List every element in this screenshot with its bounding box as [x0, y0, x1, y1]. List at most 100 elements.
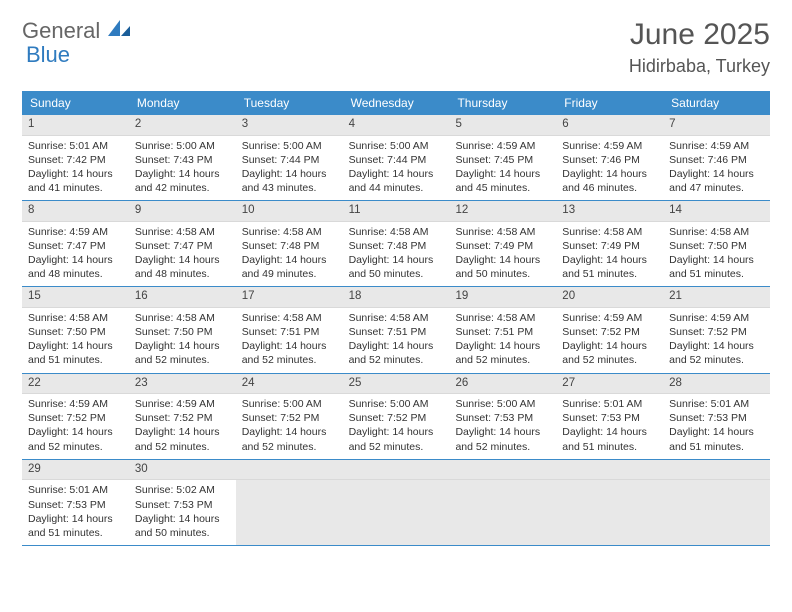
sunset-line: Sunset: 7:44 PM — [242, 153, 337, 167]
day-cell: 16Sunrise: 4:58 AMSunset: 7:50 PMDayligh… — [129, 287, 236, 372]
sunset-line: Sunset: 7:48 PM — [242, 239, 337, 253]
day-cell — [449, 460, 556, 545]
day-cell: 24Sunrise: 5:00 AMSunset: 7:52 PMDayligh… — [236, 374, 343, 459]
day-body: Sunrise: 4:58 AMSunset: 7:50 PMDaylight:… — [129, 308, 236, 373]
sunset-line: Sunset: 7:53 PM — [135, 498, 230, 512]
daylight-line: Daylight: 14 hours and 51 minutes. — [669, 425, 764, 453]
sunset-line: Sunset: 7:44 PM — [349, 153, 444, 167]
day-number: 2 — [129, 115, 236, 136]
day-number-bar-empty — [663, 460, 770, 481]
day-body: Sunrise: 4:58 AMSunset: 7:50 PMDaylight:… — [663, 222, 770, 287]
sunset-line: Sunset: 7:52 PM — [28, 411, 123, 425]
day-header-thu: Thursday — [449, 91, 556, 115]
sunset-line: Sunset: 7:53 PM — [455, 411, 550, 425]
sunset-line: Sunset: 7:50 PM — [135, 325, 230, 339]
sunrise-line: Sunrise: 5:00 AM — [455, 397, 550, 411]
sunrise-line: Sunrise: 4:58 AM — [135, 225, 230, 239]
sunrise-line: Sunrise: 4:58 AM — [242, 311, 337, 325]
daylight-line: Daylight: 14 hours and 46 minutes. — [562, 167, 657, 195]
day-body: Sunrise: 5:00 AMSunset: 7:44 PMDaylight:… — [236, 136, 343, 201]
daylight-line: Daylight: 14 hours and 52 minutes. — [669, 339, 764, 367]
sunset-line: Sunset: 7:50 PM — [669, 239, 764, 253]
day-body: Sunrise: 5:01 AMSunset: 7:53 PMDaylight:… — [22, 480, 129, 545]
daylight-line: Daylight: 14 hours and 48 minutes. — [28, 253, 123, 281]
day-cell — [556, 460, 663, 545]
sunrise-line: Sunrise: 5:01 AM — [669, 397, 764, 411]
day-cell: 29Sunrise: 5:01 AMSunset: 7:53 PMDayligh… — [22, 460, 129, 545]
day-cell — [343, 460, 450, 545]
day-number: 5 — [449, 115, 556, 136]
day-cell: 1Sunrise: 5:01 AMSunset: 7:42 PMDaylight… — [22, 115, 129, 200]
sunset-line: Sunset: 7:52 PM — [242, 411, 337, 425]
logo-text-general: General — [22, 18, 100, 44]
day-cell: 26Sunrise: 5:00 AMSunset: 7:53 PMDayligh… — [449, 374, 556, 459]
day-number: 25 — [343, 374, 450, 395]
day-number: 27 — [556, 374, 663, 395]
daylight-line: Daylight: 14 hours and 41 minutes. — [28, 167, 123, 195]
sunrise-line: Sunrise: 5:00 AM — [349, 139, 444, 153]
day-header-mon: Monday — [129, 91, 236, 115]
day-body: Sunrise: 4:59 AMSunset: 7:47 PMDaylight:… — [22, 222, 129, 287]
daylight-line: Daylight: 14 hours and 51 minutes. — [28, 339, 123, 367]
sunrise-line: Sunrise: 4:58 AM — [349, 225, 444, 239]
sunset-line: Sunset: 7:45 PM — [455, 153, 550, 167]
day-header-wed: Wednesday — [343, 91, 450, 115]
day-number: 26 — [449, 374, 556, 395]
sunset-line: Sunset: 7:52 PM — [562, 325, 657, 339]
daylight-line: Daylight: 14 hours and 52 minutes. — [28, 425, 123, 453]
sunset-line: Sunset: 7:46 PM — [562, 153, 657, 167]
day-body: Sunrise: 4:59 AMSunset: 7:52 PMDaylight:… — [129, 394, 236, 459]
calendar: Sunday Monday Tuesday Wednesday Thursday… — [22, 91, 770, 546]
daylight-line: Daylight: 14 hours and 51 minutes. — [669, 253, 764, 281]
daylight-line: Daylight: 14 hours and 52 minutes. — [135, 339, 230, 367]
sunrise-line: Sunrise: 5:00 AM — [349, 397, 444, 411]
sunrise-line: Sunrise: 4:59 AM — [669, 139, 764, 153]
sunrise-line: Sunrise: 5:00 AM — [242, 139, 337, 153]
day-cell: 14Sunrise: 4:58 AMSunset: 7:50 PMDayligh… — [663, 201, 770, 286]
sunset-line: Sunset: 7:53 PM — [562, 411, 657, 425]
day-number: 20 — [556, 287, 663, 308]
day-header-sat: Saturday — [663, 91, 770, 115]
day-number: 16 — [129, 287, 236, 308]
sunrise-line: Sunrise: 4:59 AM — [28, 225, 123, 239]
daylight-line: Daylight: 14 hours and 49 minutes. — [242, 253, 337, 281]
day-body: Sunrise: 5:02 AMSunset: 7:53 PMDaylight:… — [129, 480, 236, 545]
sunset-line: Sunset: 7:47 PM — [28, 239, 123, 253]
day-body: Sunrise: 4:58 AMSunset: 7:51 PMDaylight:… — [236, 308, 343, 373]
day-number: 30 — [129, 460, 236, 481]
sunset-line: Sunset: 7:43 PM — [135, 153, 230, 167]
day-number: 12 — [449, 201, 556, 222]
sunrise-line: Sunrise: 4:59 AM — [562, 311, 657, 325]
day-cell: 5Sunrise: 4:59 AMSunset: 7:45 PMDaylight… — [449, 115, 556, 200]
sunset-line: Sunset: 7:51 PM — [455, 325, 550, 339]
sunset-line: Sunset: 7:47 PM — [135, 239, 230, 253]
day-cell: 4Sunrise: 5:00 AMSunset: 7:44 PMDaylight… — [343, 115, 450, 200]
daylight-line: Daylight: 14 hours and 52 minutes. — [562, 339, 657, 367]
sunset-line: Sunset: 7:51 PM — [349, 325, 444, 339]
daylight-line: Daylight: 14 hours and 51 minutes. — [28, 512, 123, 540]
day-cell: 28Sunrise: 5:01 AMSunset: 7:53 PMDayligh… — [663, 374, 770, 459]
day-cell: 3Sunrise: 5:00 AMSunset: 7:44 PMDaylight… — [236, 115, 343, 200]
daylight-line: Daylight: 14 hours and 45 minutes. — [455, 167, 550, 195]
sunrise-line: Sunrise: 5:01 AM — [28, 139, 123, 153]
daylight-line: Daylight: 14 hours and 50 minutes. — [349, 253, 444, 281]
day-cell: 21Sunrise: 4:59 AMSunset: 7:52 PMDayligh… — [663, 287, 770, 372]
day-cell: 25Sunrise: 5:00 AMSunset: 7:52 PMDayligh… — [343, 374, 450, 459]
day-number: 15 — [22, 287, 129, 308]
sunrise-line: Sunrise: 4:59 AM — [562, 139, 657, 153]
daylight-line: Daylight: 14 hours and 51 minutes. — [562, 425, 657, 453]
day-number: 23 — [129, 374, 236, 395]
day-number: 21 — [663, 287, 770, 308]
day-number: 28 — [663, 374, 770, 395]
logo-sail-icon — [106, 18, 132, 44]
day-number-bar-empty — [556, 460, 663, 481]
sunset-line: Sunset: 7:49 PM — [562, 239, 657, 253]
sunrise-line: Sunrise: 5:00 AM — [135, 139, 230, 153]
sunrise-line: Sunrise: 4:59 AM — [28, 397, 123, 411]
day-number: 9 — [129, 201, 236, 222]
daylight-line: Daylight: 14 hours and 52 minutes. — [135, 425, 230, 453]
week-row: 22Sunrise: 4:59 AMSunset: 7:52 PMDayligh… — [22, 374, 770, 460]
daylight-line: Daylight: 14 hours and 47 minutes. — [669, 167, 764, 195]
day-body: Sunrise: 4:59 AMSunset: 7:52 PMDaylight:… — [22, 394, 129, 459]
day-number: 14 — [663, 201, 770, 222]
